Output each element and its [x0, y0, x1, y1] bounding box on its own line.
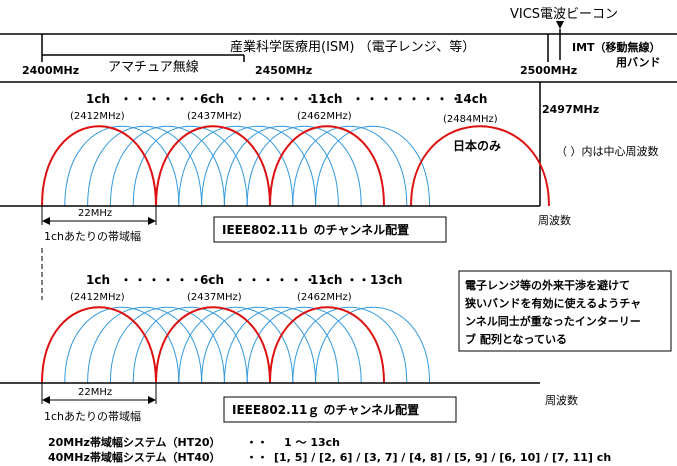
b-dots-2: ・・・・・・・ — [234, 92, 332, 106]
g-channel-arch — [64, 306, 180, 384]
g-dots-2: ・・・・・・・ — [234, 273, 332, 287]
b-2497-label: 2497MHz — [542, 103, 599, 116]
b-bw-arrow-left-head — [42, 217, 50, 225]
b-f1-label: (2412MHz) — [70, 111, 125, 122]
amateur-label: アマチュア無線 — [108, 59, 199, 75]
g-f1-label: (2412MHz) — [70, 292, 125, 303]
b-channel-arch — [178, 125, 294, 207]
ht40-name: 40MHz帯域幅システム（HT40） — [48, 450, 221, 464]
b-title: IEEE802.11ｂ のチャンネル配置 — [222, 222, 409, 237]
g-channel-arch — [132, 306, 248, 384]
vics-label: VICS電波ビーコン — [510, 7, 618, 22]
b-ch14-label: 14ch — [455, 92, 487, 106]
freq-2500-label: 2500MHz — [520, 64, 577, 77]
g-channel-arch — [292, 306, 408, 384]
b-channel-arch — [223, 125, 339, 207]
imt-label-1: IMT（移動無線） — [572, 40, 661, 54]
b-channel-arch-highlight — [41, 125, 157, 207]
b-channel-arch — [132, 125, 248, 207]
b-f11-label: (2462MHz) — [297, 111, 352, 122]
g-channel-arch — [178, 306, 294, 384]
g-dots-3: ・・ — [346, 273, 370, 287]
b-dots-1: ・・・・・・・ — [120, 92, 218, 106]
ht40-value: [1, 5] / [2, 6] / [3, 7] / [4, 8] / [5, … — [274, 451, 611, 464]
note-line-4: ブ 配列となっている — [465, 332, 567, 346]
ht20-sep: ・・ — [246, 436, 268, 449]
g-f11-label: (2462MHz) — [297, 292, 352, 303]
b-bw-label: 22MHz — [78, 208, 112, 219]
b-axis-label: 周波数 — [538, 214, 571, 227]
b-channel-arch-14 — [410, 125, 550, 207]
g-dots-1: ・・・・・・・ — [120, 273, 218, 287]
b-channel-arch-highlight — [155, 125, 271, 207]
b-channel-arch — [64, 125, 180, 207]
ism-label: 産業科学医療用(ISM) （電子レンジ、等） — [230, 39, 475, 55]
b-channel-arch — [87, 125, 203, 207]
freq-2400-label: 2400MHz — [22, 64, 79, 77]
note-line-3: ンネル同士が重なったインターリー — [465, 314, 641, 328]
g-channel-arch — [315, 306, 431, 384]
g-channel-arch — [223, 306, 339, 384]
b-ch11-label: 11ch — [310, 92, 342, 106]
g-channel-arch-highlight — [41, 306, 157, 384]
b-channel-arch — [109, 125, 225, 207]
g-ch1-label: 1ch — [86, 273, 110, 287]
b-channel-arch-highlight — [269, 125, 385, 207]
g-bw-caption: 1chあたりの帯域幅 — [44, 410, 141, 423]
b-title-box — [213, 216, 447, 243]
ht40-sep: ・・ — [246, 451, 268, 464]
g-channel-arch-highlight — [269, 306, 385, 384]
g-f6-label: (2437MHz) — [187, 292, 242, 303]
b-channel-arch — [292, 125, 408, 207]
imt-label-2: 用バンド — [616, 56, 661, 69]
g-title-box — [223, 396, 457, 423]
ht20-name: 20MHz帯域幅システム（HT20） — [48, 435, 221, 449]
b-f14-label: (2484MHz) — [443, 114, 498, 125]
b-center-note: （ ）内は中心周波数 — [556, 144, 659, 158]
vics-marker-icon — [556, 21, 564, 29]
g-bw-label: 22MHz — [78, 387, 112, 398]
g-title: IEEE802.11ｇ のチャンネル配置 — [232, 402, 419, 418]
b-f6-label: (2437MHz) — [187, 111, 242, 122]
g-ch11-label: 11ch — [310, 273, 342, 287]
g-channel-arch — [109, 306, 225, 384]
g-channel-arch — [201, 306, 317, 384]
b-channel-arch — [246, 125, 362, 207]
b-channel-arch — [315, 125, 431, 207]
b-ch1-label: 1ch — [86, 92, 110, 106]
b-channel-arch — [201, 125, 317, 207]
g-ch13-label: 13ch — [370, 273, 402, 287]
g-bw-arrow-right-head — [148, 396, 156, 404]
b-bw-caption: 1chあたりの帯域幅 — [44, 230, 141, 243]
g-channel-arch-highlight — [155, 306, 271, 384]
b-dots-3: ・・・・・・・・ — [352, 92, 464, 106]
g-ch6-label: 6ch — [200, 273, 224, 287]
note-line-2: 狭いバンドを有効に使えるようチャ — [464, 296, 641, 310]
freq-2450-label: 2450MHz — [255, 64, 312, 77]
note-box — [458, 270, 672, 352]
b-bw-arrow-right-head — [148, 217, 156, 225]
g-channel-arch — [87, 306, 203, 384]
b-channel-arches — [41, 125, 550, 207]
note-line-1: 電子レンジ等の外来干渉を避けて — [465, 278, 630, 292]
g-axis-label: 周波数 — [545, 394, 578, 407]
g-channel-arch — [246, 306, 362, 384]
b-ch6-label: 6ch — [200, 92, 224, 106]
b-japan-only-label: 日本のみ — [453, 138, 501, 153]
g-channel-arches — [41, 306, 431, 384]
ht20-value: 1 ～ 13ch — [284, 436, 340, 449]
g-bw-arrow-left-head — [42, 396, 50, 404]
